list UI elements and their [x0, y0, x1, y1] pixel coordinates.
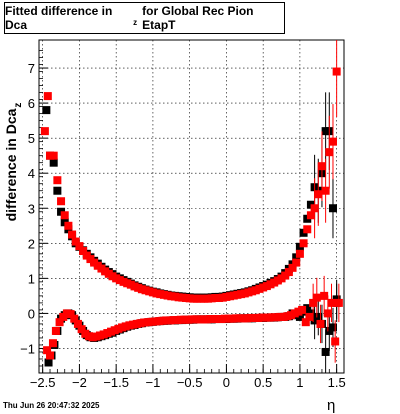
plot-frame: [38, 39, 345, 374]
point-red-upper: [328, 137, 337, 146]
point-red-lower: [73, 319, 82, 328]
point-red-lower: [334, 298, 343, 307]
point-black-lower: [303, 304, 312, 313]
point-red-upper: [292, 258, 301, 267]
point-red-lower: [298, 305, 307, 314]
data-marks: [40, 40, 343, 373]
point-red-lower: [51, 326, 60, 335]
point-black-lower: [295, 312, 304, 321]
point-red-lower: [55, 318, 64, 327]
point-red-upper: [306, 211, 315, 220]
x-tick-label: −0.5: [177, 375, 203, 390]
point-red-lower: [327, 298, 336, 307]
point-red-upper: [71, 237, 80, 246]
point-red-upper: [43, 92, 52, 101]
point-red-upper: [79, 247, 88, 256]
point-red-upper: [295, 249, 304, 258]
x-tick-label: −1: [146, 375, 161, 390]
point-red-lower: [320, 291, 329, 300]
x-tick-label: 0.5: [254, 375, 272, 390]
y-tick-label: 1: [28, 271, 35, 286]
point-red-lower: [46, 351, 55, 360]
point-black-lower: [321, 347, 330, 356]
x-axis: −2.5 −2 −1.5 −1 −0.5 0 0.5 1 1.5: [30, 364, 346, 390]
x-tick-label: 1: [296, 375, 303, 390]
point-black-lower: [314, 312, 323, 321]
x-tick-label: −2.5: [30, 375, 56, 390]
point-red-upper: [60, 211, 69, 220]
point-red-upper: [332, 67, 341, 76]
y-tick-label: 2: [28, 236, 35, 251]
y-tick-label: 3: [28, 201, 35, 216]
point-red-upper: [75, 242, 84, 251]
y-tick-label: 5: [28, 131, 35, 146]
point-black-upper: [328, 204, 337, 213]
point-red-upper: [299, 239, 308, 248]
y-axis-label: difference in Dcaz: [3, 103, 24, 222]
point-red-lower: [323, 309, 332, 318]
point-red-upper: [64, 221, 73, 230]
title-main: Fitted difference in Dca: [5, 4, 113, 32]
point-red-lower: [66, 310, 75, 319]
point-red-lower: [305, 312, 314, 321]
point-red-upper: [310, 204, 319, 213]
point-red-lower: [48, 339, 57, 348]
point-red-lower: [301, 318, 310, 327]
x-tick-label: −2: [72, 375, 87, 390]
point-red-lower: [331, 337, 340, 346]
plot-title: Fitted difference in Dca z for Global Re…: [4, 2, 285, 34]
point-red-upper: [49, 151, 58, 160]
title-sub: z: [133, 17, 138, 27]
x-tick-label: 1.5: [328, 375, 346, 390]
y-tick-label: 6: [28, 96, 35, 111]
point-red-upper: [68, 230, 77, 239]
point-red-upper: [303, 225, 312, 234]
point-red-upper: [40, 127, 49, 136]
x-tick-label: 0: [223, 375, 230, 390]
y-tick-label: 4: [28, 166, 35, 181]
point-black-upper: [53, 186, 62, 195]
point-black-lower: [44, 358, 53, 367]
y-tick-label: −1: [20, 341, 35, 356]
point-red-upper: [288, 263, 297, 272]
point-black-upper: [49, 158, 58, 167]
point-black-lower: [328, 323, 337, 332]
ylabel-sub: z: [13, 102, 24, 108]
title-rest: for Global Rec Pion EtapT: [142, 4, 254, 32]
ylabel-main: difference in Dca: [3, 108, 19, 222]
point-red-upper: [57, 197, 66, 206]
point-red-lower: [77, 325, 86, 334]
point-red-lower: [43, 346, 52, 355]
timestamp: Thu Jun 26 20:47:32 2025: [3, 401, 100, 410]
point-red-upper: [325, 148, 334, 157]
point-black-upper: [42, 106, 51, 115]
y-tick-label: 7: [28, 61, 35, 76]
point-red-lower: [316, 319, 325, 328]
x-axis-label: η: [327, 397, 336, 414]
point-red-upper: [321, 186, 330, 195]
x-tick-label: −1.5: [103, 375, 129, 390]
point-red-lower: [312, 293, 321, 302]
point-red-lower: [70, 314, 79, 323]
point-red-upper: [53, 176, 62, 185]
point-red-upper: [317, 162, 326, 171]
point-red-lower: [309, 298, 318, 307]
point-red-upper: [284, 268, 293, 277]
point-red-upper: [314, 190, 323, 199]
y-tick-label: 0: [28, 306, 35, 321]
